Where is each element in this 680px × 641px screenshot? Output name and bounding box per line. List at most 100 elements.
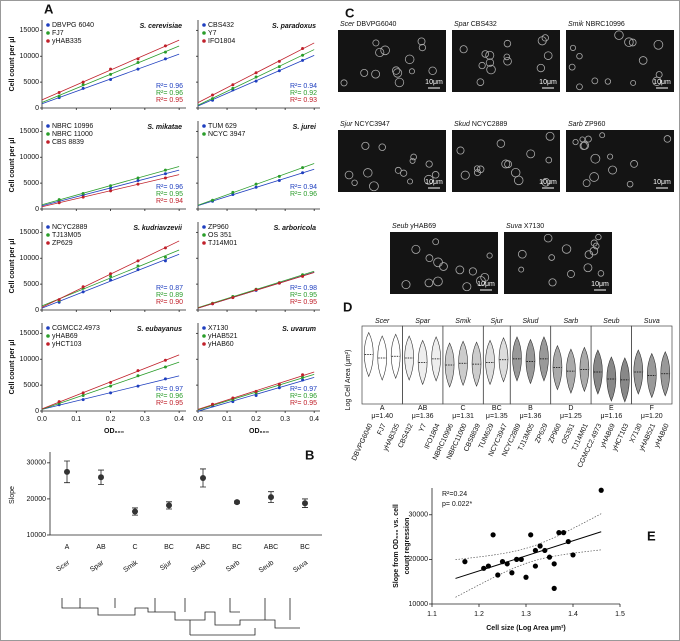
- group-name: Sarb: [564, 318, 579, 325]
- point: [518, 556, 524, 562]
- cell: [455, 265, 465, 275]
- cell: [591, 77, 599, 85]
- cell: [545, 131, 555, 141]
- scale-label: 10μm: [591, 281, 609, 288]
- x-tick-label: 0.0: [37, 416, 47, 423]
- subplot-title: S. uvarum: [282, 326, 316, 333]
- y-tick-label: 15000: [20, 229, 40, 236]
- point: [163, 377, 167, 381]
- violin: [404, 335, 414, 381]
- x-tick-label: 1.5: [615, 611, 625, 618]
- cell: [485, 58, 495, 67]
- point: [57, 201, 61, 205]
- cell: [360, 68, 369, 77]
- r2-annotation: R²= 0.95: [290, 400, 317, 407]
- point: [57, 400, 61, 404]
- point: [163, 255, 167, 259]
- point: [301, 58, 305, 62]
- group-name: Skud: [522, 318, 539, 325]
- letter: B: [528, 405, 533, 412]
- point: [136, 264, 140, 268]
- micrograph: [566, 130, 674, 192]
- y-tick-label: 0: [35, 105, 39, 112]
- confidence-band: [455, 513, 602, 560]
- group-name: Sjur: [491, 318, 504, 325]
- r2-annotation: R²= 0.96: [290, 191, 317, 198]
- point: [81, 393, 85, 397]
- cell: [597, 270, 605, 277]
- violin: [593, 349, 603, 395]
- species: Skud: [454, 121, 471, 128]
- y-tick-label: 5000: [23, 79, 39, 86]
- legend-label: X7130: [208, 325, 228, 332]
- cell: [548, 254, 555, 261]
- subplot-title: S. jurei: [293, 124, 317, 131]
- x-tick-label: 1.3: [521, 611, 531, 618]
- mean-label: μ=1.25: [560, 413, 582, 420]
- legend-label: NCYC 3947: [208, 131, 245, 138]
- strain: DBVPG6040: [354, 21, 396, 28]
- x-tick-label: 1.4: [568, 611, 578, 618]
- scale-label: 10μm: [425, 79, 443, 86]
- x-axis-label: OD₆₀₀: [104, 428, 124, 435]
- point: [277, 281, 281, 285]
- legend-label: OS 351: [208, 232, 232, 239]
- cell: [561, 244, 572, 254]
- cell: [568, 63, 576, 71]
- y-tick-label: 10000: [20, 53, 40, 60]
- point: [81, 398, 85, 402]
- legend-label: yHAB335: [52, 38, 82, 45]
- point: [81, 285, 85, 289]
- subplot-title: S. eubayanus: [137, 326, 182, 333]
- point: [254, 79, 258, 83]
- point: [509, 570, 515, 576]
- point: [277, 69, 281, 73]
- legend-label: FJ7: [52, 30, 64, 37]
- y-tick-label: 20000: [409, 556, 429, 563]
- point: [136, 268, 140, 272]
- cell: [392, 68, 403, 78]
- letter: BC: [300, 544, 310, 551]
- x-tick-label: 0.3: [280, 416, 290, 423]
- legend-marker: [46, 23, 50, 27]
- y-tick-label: 15000: [20, 27, 40, 34]
- species: Sjur: [340, 121, 353, 128]
- cell: [572, 139, 579, 146]
- y-axis-label: count regression: [404, 518, 411, 575]
- y-tick-label: 15000: [20, 330, 40, 337]
- y-tick-label: 5000: [23, 382, 39, 389]
- image-caption: Scer DBVPG6040: [340, 21, 397, 28]
- mean-label: μ=1.36: [412, 413, 434, 420]
- cell: [433, 257, 443, 268]
- point: [254, 75, 258, 79]
- cell: [460, 170, 470, 180]
- x-tick-label: 1.2: [474, 611, 484, 618]
- point: [163, 172, 167, 176]
- cell: [424, 278, 434, 288]
- point: [57, 94, 61, 98]
- strain: yHAB69: [408, 223, 436, 230]
- x-tick-label: 0.4: [174, 416, 184, 423]
- legend-label: Y7: [208, 30, 217, 37]
- y-axis-label: Log Cell Area (μm²): [345, 350, 352, 411]
- point: [109, 384, 113, 388]
- image-caption: Smik NBRC10996: [568, 21, 625, 28]
- cell: [537, 36, 547, 46]
- fit-line: [455, 531, 602, 579]
- strain: NBRC10996: [584, 21, 625, 28]
- image-caption: Skud NCYC2889: [454, 121, 507, 128]
- point: [163, 57, 167, 61]
- r2-annotation: R²= 0.96: [290, 393, 317, 400]
- letter: ABC: [264, 544, 278, 551]
- point: [254, 393, 258, 397]
- point: [136, 60, 140, 64]
- cell: [394, 166, 402, 174]
- legend-marker: [46, 31, 50, 35]
- point: [81, 191, 85, 195]
- legend-marker: [46, 326, 50, 330]
- letter: A: [380, 405, 385, 412]
- legend-label: TUM 629: [208, 123, 237, 130]
- cell: [400, 169, 408, 177]
- point: [551, 561, 557, 567]
- cell: [407, 178, 414, 185]
